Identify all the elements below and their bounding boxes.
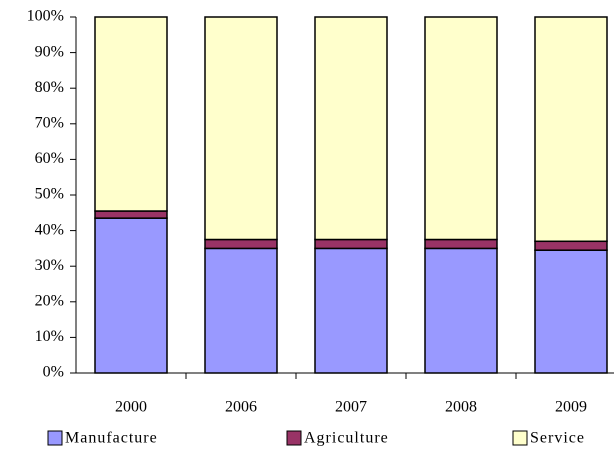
y-tick-label: 70% xyxy=(35,114,64,131)
legend-swatch xyxy=(512,430,528,446)
legend-label: Service xyxy=(530,430,585,447)
y-tick-label: 40% xyxy=(35,221,64,238)
y-tick-label: 80% xyxy=(35,79,64,96)
x-tick-label: 2009 xyxy=(555,399,587,416)
y-tick-label: 20% xyxy=(35,292,64,309)
bar-segment xyxy=(424,16,498,241)
y-tick-label: 60% xyxy=(35,150,64,167)
legend-label: Agriculture xyxy=(304,430,389,447)
bar-segment xyxy=(204,238,278,250)
y-tick-label: 0% xyxy=(43,364,64,381)
y-tick-label: 50% xyxy=(35,186,64,203)
bar-segment xyxy=(424,238,498,250)
bar-segment xyxy=(314,247,388,374)
bar-segment xyxy=(94,16,168,212)
y-tick-label: 10% xyxy=(35,328,64,345)
bar-segment xyxy=(94,210,168,219)
y-tick-label: 100% xyxy=(27,8,64,25)
bar-segment xyxy=(534,249,608,374)
bar-segment xyxy=(314,238,388,250)
x-tick-label: 2007 xyxy=(335,399,367,416)
bar-segment xyxy=(94,217,168,374)
y-tick-label: 90% xyxy=(35,43,64,60)
bar-segment xyxy=(534,16,608,243)
bar-segment xyxy=(204,247,278,374)
x-tick-label: 2008 xyxy=(445,399,477,416)
bar-segment xyxy=(204,16,278,241)
legend-swatch xyxy=(286,430,302,446)
bar-segment xyxy=(534,240,608,251)
x-tick-label: 2000 xyxy=(115,399,147,416)
legend-label: Manufacture xyxy=(65,430,158,447)
y-tick-label: 30% xyxy=(35,257,64,274)
bar-segment xyxy=(314,16,388,241)
bar-segment xyxy=(424,247,498,374)
legend-swatch xyxy=(47,430,63,446)
x-tick-label: 2006 xyxy=(225,399,257,416)
